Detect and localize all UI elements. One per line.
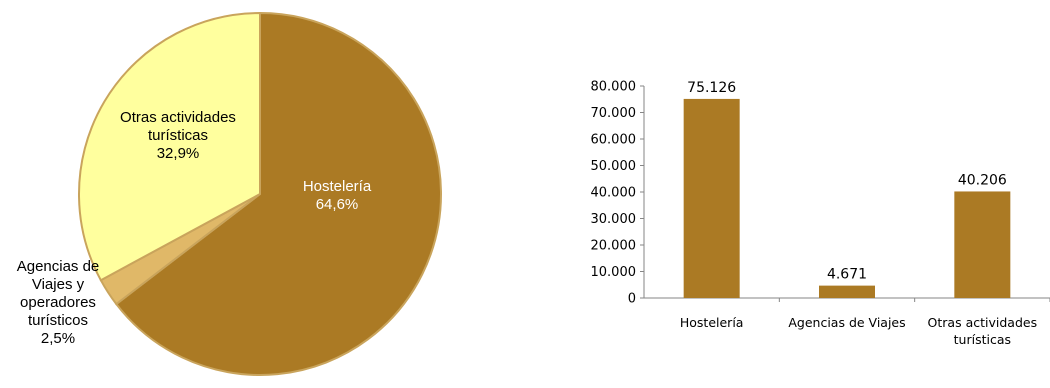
bar-2 xyxy=(954,191,1011,298)
y-tick-label: 60.000 xyxy=(591,133,637,148)
bar-1 xyxy=(819,285,875,298)
x-tick-label: Agencias de Viajes xyxy=(788,315,905,330)
pie-slice-0 xyxy=(114,11,442,376)
x-tick-label: Hostelería xyxy=(680,315,744,330)
y-tick-label: 40.000 xyxy=(591,186,637,201)
y-tick-label: 20.000 xyxy=(591,239,637,254)
pie-slice-2 xyxy=(78,11,261,282)
pie-label-2: Otras actividades turísticas 32,9% xyxy=(120,109,236,162)
bar-0 xyxy=(683,98,740,298)
x-tick-label: Otras actividades turísticas xyxy=(928,315,1038,347)
y-tick-label: 30.000 xyxy=(591,212,637,227)
bar-data-label: 75.126 xyxy=(687,80,736,96)
pie-label-1: Agencias de Viajes y operadores turísticos 2… xyxy=(17,258,100,347)
bar-data-label: 40.206 xyxy=(958,172,1007,188)
pie-label-0: Hostelería 64,6% xyxy=(303,178,372,213)
pie-chart-svg: Hostelería 64,6% Agencias de Viajes y operad… xyxy=(17,11,442,376)
y-tick-label: 70.000 xyxy=(591,106,637,121)
y-tick-label: 10.000 xyxy=(591,265,637,280)
bar-chart-svg: 0 10.000 20.000 30.000 40.000 50.000 60.000 70.… xyxy=(591,80,1050,347)
pie-chart: Hostelería 64,6% Agencias de Viajes y operad… xyxy=(17,11,442,376)
bar-data-label: 4.671 xyxy=(827,267,867,283)
y-tick-label: 50.000 xyxy=(591,159,637,174)
y-tick-label: 0 xyxy=(628,292,636,307)
bar-chart: 0 10.000 20.000 30.000 40.000 50.000 60.000 70.… xyxy=(540,0,1050,388)
y-tick-label: 80.000 xyxy=(591,80,637,95)
